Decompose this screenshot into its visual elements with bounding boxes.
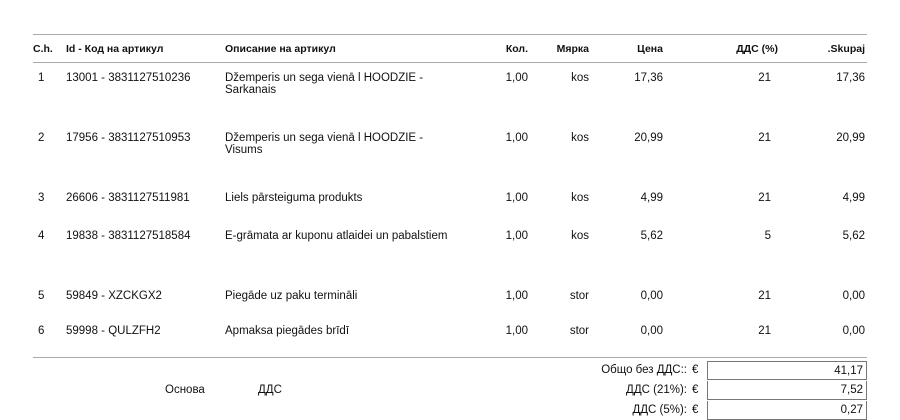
item-unit: stor <box>569 325 589 337</box>
item-vat: 21 <box>758 132 771 144</box>
summary-line-value: 0,27 <box>707 401 867 420</box>
item-vat: 21 <box>758 192 771 204</box>
row-number: 3 <box>38 192 45 204</box>
currency-symbol: € <box>692 404 699 416</box>
item-id: 13001 - 3831127510236 <box>66 72 191 84</box>
item-quantity: 1,00 <box>505 230 528 242</box>
table-top-border <box>33 34 867 35</box>
item-description: Piegāde uz paku termināli <box>225 290 358 302</box>
item-vat: 5 <box>764 230 771 242</box>
item-id: 59849 - XZCKGX2 <box>66 290 162 302</box>
header-price: Цена <box>637 43 663 55</box>
row-number: 2 <box>38 132 45 144</box>
summary-line-value: 41,17 <box>707 361 867 380</box>
header-bottom-border <box>33 62 867 63</box>
header-unit: Мярка <box>556 43 589 55</box>
item-vat: 21 <box>758 72 771 84</box>
row-number: 6 <box>38 325 45 337</box>
item-total: 17,36 <box>836 72 865 84</box>
item-price: 0,00 <box>640 290 663 302</box>
item-description: E-grāmata ar kuponu atlaidei un pabalsti… <box>225 230 448 242</box>
item-id: 59998 - QULZFH2 <box>66 325 161 337</box>
item-unit: kos <box>571 72 589 84</box>
header-number: C.h. <box>33 43 53 55</box>
item-vat: 21 <box>758 290 771 302</box>
item-quantity: 1,00 <box>505 290 528 302</box>
item-price: 5,62 <box>640 230 663 242</box>
header-id: Id - Код на артикул <box>66 43 164 55</box>
summary-line-label: ДДС (5%): <box>632 404 687 416</box>
summary-line-value: 7,52 <box>707 381 867 400</box>
item-quantity: 1,00 <box>505 192 528 204</box>
currency-symbol: € <box>692 364 699 376</box>
summary-vat-label: ДДС <box>258 384 282 396</box>
header-description: Описание на артикул <box>225 43 336 55</box>
item-total: 20,99 <box>836 132 865 144</box>
item-total: 0,00 <box>842 325 865 337</box>
table-bottom-border <box>33 357 867 358</box>
item-quantity: 1,00 <box>505 325 528 337</box>
item-quantity: 1,00 <box>505 132 528 144</box>
row-number: 1 <box>38 72 45 84</box>
item-description: Džemperis un sega vienā l HOODZIE - Visu… <box>225 132 424 156</box>
item-unit: kos <box>571 132 589 144</box>
item-id: 19838 - 3831127518584 <box>66 230 191 242</box>
item-total: 0,00 <box>842 290 865 302</box>
item-vat: 21 <box>758 325 771 337</box>
header-vat: ДДС (%) <box>736 43 778 55</box>
item-description: Liels pārsteiguma produkts <box>225 192 363 204</box>
currency-symbol: € <box>692 384 699 396</box>
summary-line-label: ДДС (21%): <box>626 384 687 396</box>
item-unit: stor <box>569 290 589 302</box>
summary-base-label: Основа <box>165 384 205 396</box>
header-total: .Skupaj <box>827 43 865 55</box>
item-price: 4,99 <box>640 192 663 204</box>
item-total: 4,99 <box>842 192 865 204</box>
item-unit: kos <box>571 230 589 242</box>
item-price: 17,36 <box>634 72 663 84</box>
item-id: 26606 - 3831127511981 <box>66 192 190 204</box>
header-quantity: Кол. <box>505 43 528 55</box>
item-quantity: 1,00 <box>505 72 528 84</box>
item-price: 20,99 <box>634 132 663 144</box>
summary-line-label: Общо без ДДС:: <box>601 364 687 376</box>
item-description: Apmaksa piegādes brīdī <box>225 325 350 337</box>
row-number: 5 <box>38 290 45 302</box>
item-unit: kos <box>571 192 589 204</box>
item-total: 5,62 <box>842 230 865 242</box>
item-description: Džemperis un sega vienā l HOODZIE - Sark… <box>225 72 424 96</box>
row-number: 4 <box>38 230 45 242</box>
item-price: 0,00 <box>640 325 663 337</box>
item-id: 17956 - 3831127510953 <box>66 132 191 144</box>
